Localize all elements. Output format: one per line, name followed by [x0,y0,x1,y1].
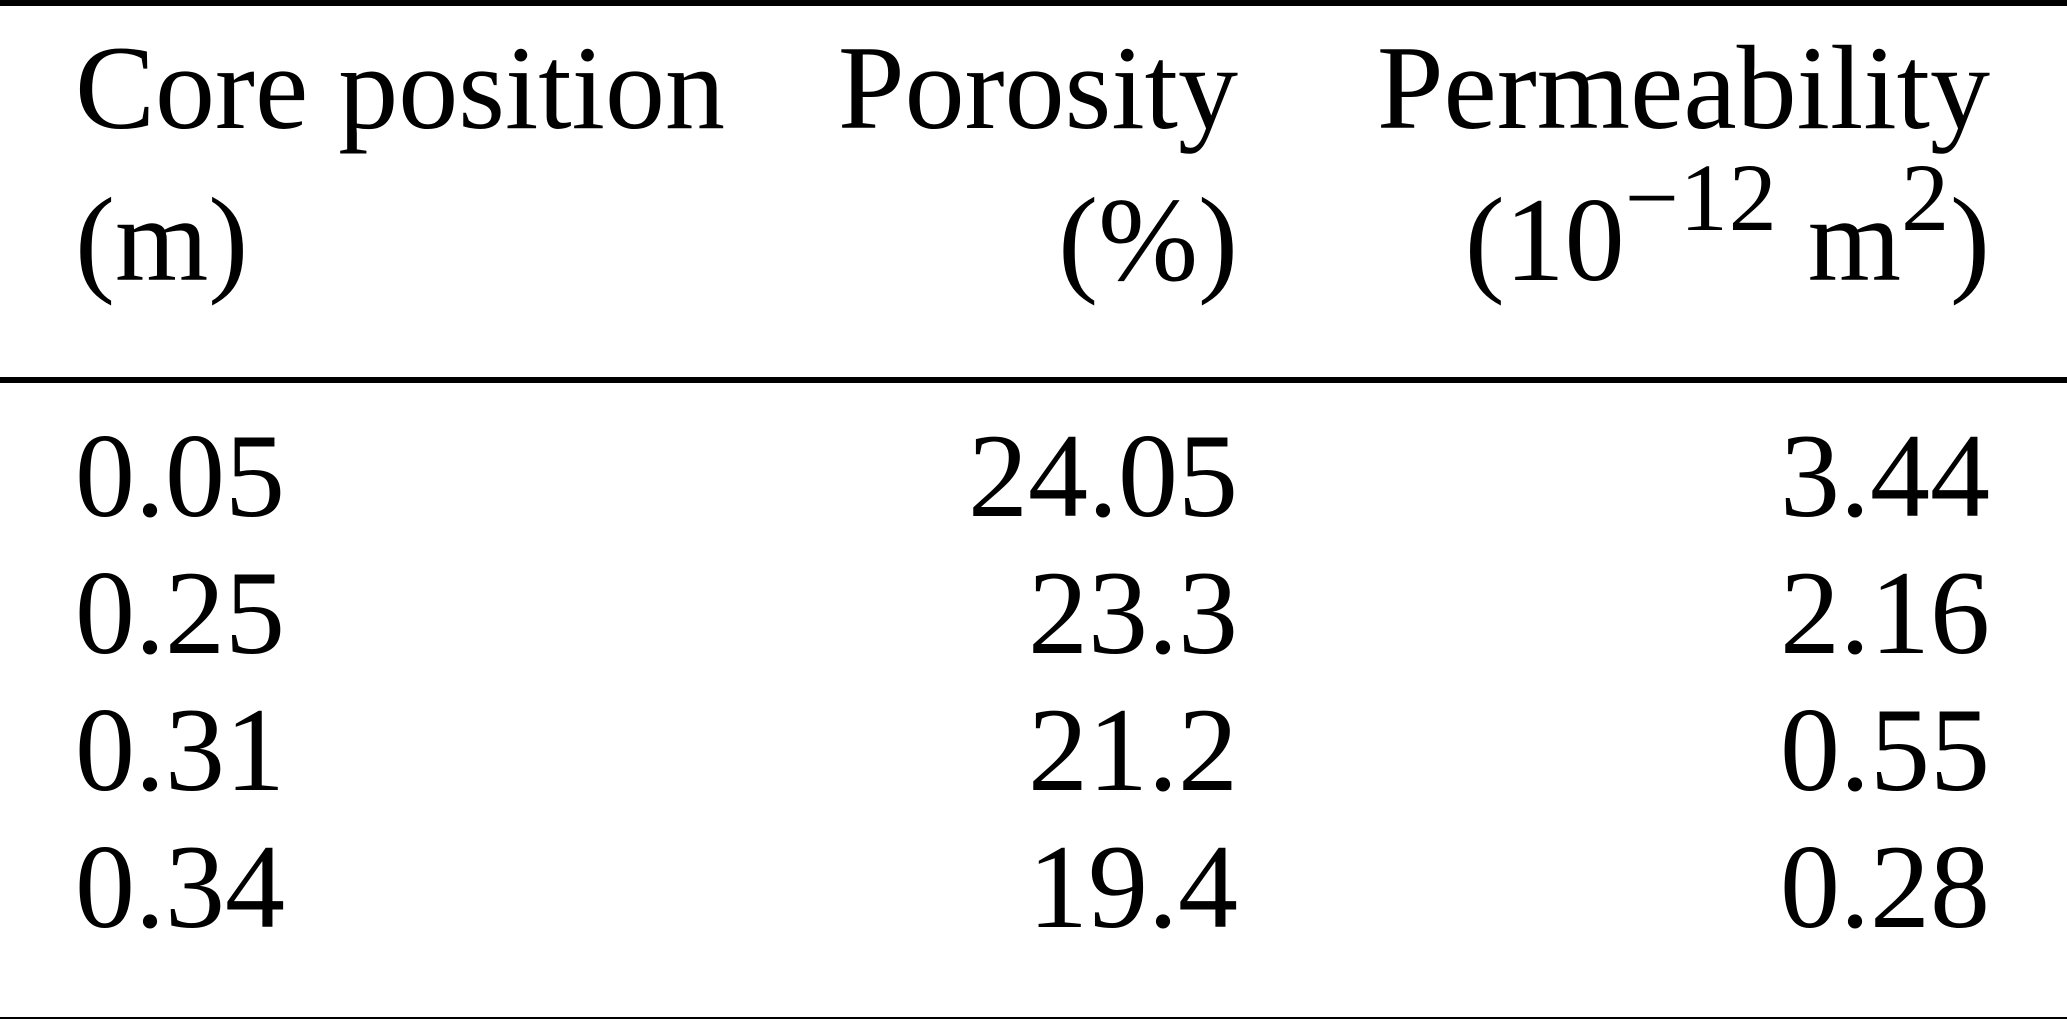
table-header: Core position (m) Porosity (%) Permeabil… [0,3,2067,383]
porosity-label: Porosity [837,21,1238,154]
cell-permeability: 0.28 [1780,820,1990,953]
table-row: 0.25 23.3 2.16 [0,544,2067,681]
table-row: 0.31 21.2 0.55 [0,681,2067,818]
permeability-unit: (10−12 m2) [1464,144,1990,306]
permeability-unit-open: (10 [1464,173,1625,306]
cell-porosity: 23.3 [1028,546,1238,679]
core-position-unit: (m) [75,173,249,306]
col-header-core-position: Core position (m) [0,3,725,383]
permeability-unit-exponent: −12 [1624,144,1778,252]
cell-porosity: 19.4 [1028,820,1238,953]
permeability-unit-close: ) [1950,173,1990,306]
table-row: 0.34 19.4 0.28 [0,818,2067,1019]
col-header-porosity: Porosity (%) [700,3,1238,383]
cell-permeability: 2.16 [1780,546,1990,679]
cell-core-position: 0.31 [75,683,285,816]
header-row: Core position (m) Porosity (%) Permeabil… [0,3,2067,383]
permeability-unit-exponent2: 2 [1901,144,1951,252]
table-body: 0.05 24.05 3.44 0.25 23.3 2.16 0.31 21.2… [0,380,2067,1019]
cell-core-position: 0.34 [75,820,285,953]
core-position-label: Core position [75,21,725,154]
table-row: 0.05 24.05 3.44 [0,380,2067,544]
cell-porosity: 24.05 [968,409,1238,542]
cell-porosity: 21.2 [1028,683,1238,816]
cell-permeability: 3.44 [1780,409,1990,542]
permeability-unit-base: m [1777,173,1902,306]
cell-permeability: 0.55 [1780,683,1990,816]
col-header-permeability: Permeability (10−12 m2) [1238,3,2067,383]
permeability-label: Permeability [1376,21,1990,154]
cell-core-position: 0.25 [75,546,285,679]
porosity-unit: (%) [1058,173,1238,306]
cell-core-position: 0.05 [75,409,285,542]
